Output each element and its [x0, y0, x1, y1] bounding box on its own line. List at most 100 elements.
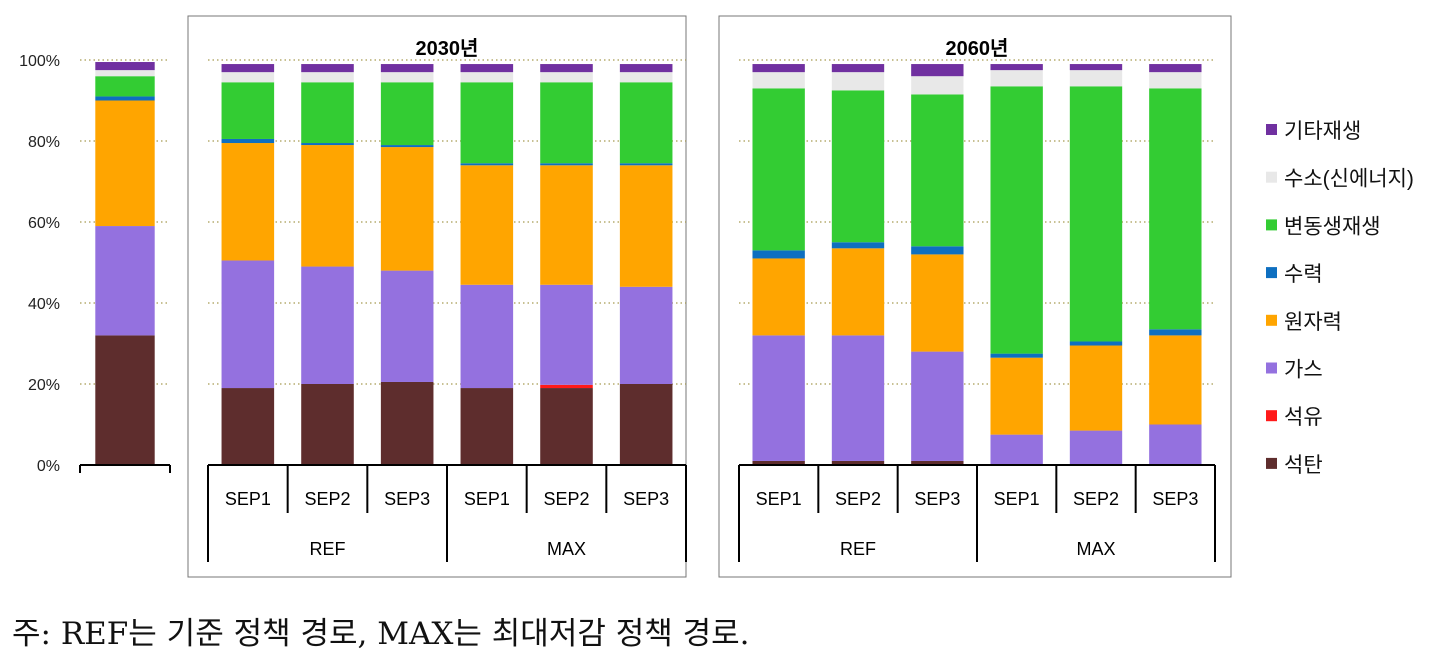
bar-segment-3-6-s5	[1149, 329, 1202, 336]
legend-label: 수소(신에너지)	[1284, 168, 1414, 191]
bar-segment-2-5-s2	[540, 384, 593, 389]
bar-segment-2-1-s8	[221, 64, 275, 73]
bar-segment-3-5-s6	[1069, 86, 1123, 342]
bar-segment-2-3-s7	[380, 72, 434, 83]
bar-segment-2-3-s8	[380, 64, 434, 73]
group-label: REF	[310, 539, 346, 559]
panel-title: 2060년	[946, 37, 1009, 60]
bar-segment-2-1-s1	[221, 388, 275, 465]
bar-segment-2-1-s5	[221, 138, 275, 144]
legend-label: 원자력	[1284, 311, 1342, 334]
bar-segment-3-6-s3	[1149, 424, 1202, 465]
bar-segment-3-3-s4	[911, 254, 964, 352]
x-tick-label: SEP2	[835, 489, 881, 509]
group-label: MAX	[547, 539, 586, 559]
bar-segment-3-2-s8	[831, 64, 885, 73]
bar-segment-3-5-s8	[1069, 64, 1123, 71]
legend-swatch	[1266, 124, 1277, 135]
bar-segment-3-5-s4	[1069, 345, 1123, 431]
y-tick-label: 0%	[37, 458, 60, 475]
bar-segment-2-5-s3	[540, 284, 593, 385]
bar-segment-3-1-s8	[752, 64, 805, 73]
bar-segment-3-5-s7	[1069, 70, 1123, 87]
footnote: 주: REF는 기준 정책 경로, MAX는 최대저감 정책 경로.	[12, 616, 750, 652]
bar-segment-3-1-s1	[752, 460, 805, 465]
panel-title: 2030년	[416, 37, 479, 60]
bar-segment-3-4-s5	[990, 353, 1043, 358]
y-tick-label: 60%	[28, 215, 60, 232]
bar-segment-3-4-s7	[990, 70, 1043, 87]
bar-segment-3-1-s3	[752, 335, 805, 461]
bar-segment-1-1-s8	[95, 62, 155, 71]
bar-segment-3-2-s3	[831, 335, 885, 461]
bar-segment-2-6-s4	[619, 165, 673, 287]
y-tick-label: 40%	[28, 296, 60, 313]
bar-segment-3-6-s4	[1149, 335, 1202, 425]
bar-segment-2-4-s3	[460, 284, 514, 389]
bar-segment-2-6-s5	[619, 163, 673, 166]
bar-segment-1-1-s4	[95, 100, 155, 227]
bar-segment-2-2-s8	[301, 64, 354, 73]
bar-segment-2-3-s1	[380, 381, 434, 465]
legend-swatch	[1266, 171, 1277, 183]
bar-segment-2-5-s5	[540, 163, 593, 166]
bar-segment-2-6-s6	[619, 82, 673, 164]
x-tick-label: SEP1	[994, 489, 1040, 509]
x-tick-label: SEP3	[623, 489, 669, 509]
bar-segment-3-3-s3	[911, 351, 964, 461]
legend-label: 변동생재생	[1284, 215, 1381, 238]
bar-segment-1-1-s3	[95, 226, 155, 336]
group-label: MAX	[1076, 539, 1115, 559]
bar-segment-2-3-s6	[380, 82, 434, 146]
bar-segment-3-2-s4	[831, 248, 885, 336]
bar-segment-3-1-s6	[752, 88, 805, 251]
bar-segment-2-6-s7	[619, 72, 673, 83]
bar-segment-2-2-s3	[301, 266, 354, 384]
bar-segment-2-4-s1	[460, 388, 514, 465]
legend-label: 수력	[1284, 263, 1323, 286]
x-tick-label: SEP2	[304, 489, 350, 509]
bar-segment-2-6-s8	[619, 64, 673, 73]
bar-segment-3-2-s5	[831, 242, 885, 249]
bar-segment-3-4-s3	[990, 434, 1043, 465]
bar-segment-2-1-s7	[221, 72, 275, 83]
x-tick-label: SEP3	[914, 489, 960, 509]
bar-segment-2-2-s7	[301, 72, 354, 83]
bar-segment-1-1-s7	[95, 70, 155, 77]
bar-segment-1-1-s5	[95, 96, 155, 101]
bar-segment-2-1-s3	[221, 260, 275, 389]
y-tick-label: 100%	[19, 53, 60, 70]
bar-segment-2-4-s4	[460, 165, 514, 285]
panel-frame	[187, 15, 687, 578]
bar-segment-3-4-s8	[990, 64, 1043, 71]
legend-label: 가스	[1284, 359, 1323, 382]
bar-segment-3-3-s5	[911, 246, 964, 255]
y-tick-label: 80%	[28, 134, 60, 151]
bar-segment-3-1-s5	[752, 250, 805, 259]
x-tick-label: SEP3	[384, 489, 430, 509]
legend-label: 기타재생	[1284, 120, 1361, 143]
bar-segment-3-3-s6	[911, 94, 964, 247]
bar-segment-2-6-s3	[619, 286, 673, 384]
legend-swatch	[1266, 267, 1277, 279]
legend-label: 석유	[1284, 406, 1323, 429]
bar-segment-2-1-s6	[221, 82, 275, 139]
legend-swatch	[1266, 314, 1277, 326]
y-tick-label: 20%	[28, 377, 60, 394]
bar-segment-2-5-s4	[540, 165, 593, 285]
bar-segment-3-4-s4	[990, 357, 1043, 435]
bar-segment-2-2-s1	[301, 384, 354, 465]
bar-segment-2-5-s6	[540, 82, 593, 164]
x-tick-label: SEP1	[225, 489, 271, 509]
bar-segment-2-2-s5	[301, 143, 354, 146]
bar-segment-3-6-s7	[1149, 72, 1202, 89]
bar-segment-2-4-s8	[460, 64, 514, 73]
bar-segment-3-1-s4	[752, 258, 805, 336]
bar-segment-3-3-s1	[911, 460, 964, 465]
bar-segment-2-5-s1	[540, 388, 593, 465]
x-tick-label: SEP1	[756, 489, 802, 509]
bar-segment-2-2-s4	[301, 145, 354, 267]
bar-segment-2-5-s8	[540, 64, 593, 73]
stacked-bar-chart: 0% 20% 40% 60% 80% 100% 2030년 SEP1 SEP2 SEP3 SEP1 S…	[19, 15, 1414, 578]
bar-segment-2-3-s5	[380, 145, 434, 148]
